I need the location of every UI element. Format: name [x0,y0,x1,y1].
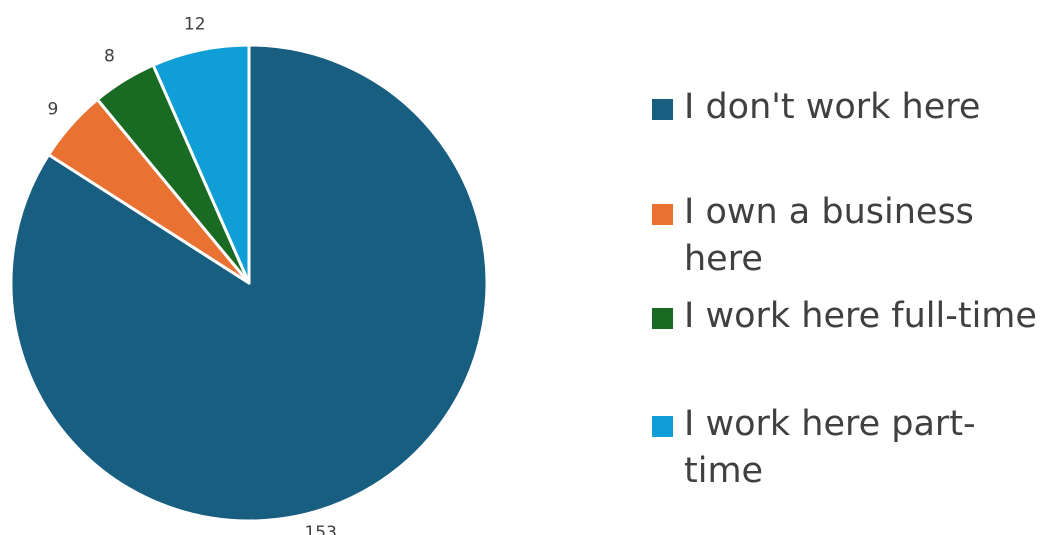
legend-label-part-time: I work here part-time [684,404,976,491]
pie-slices [9,43,489,523]
pie-data-labels: 153 9 8 12 [47,15,336,535]
data-label-1: 9 [47,99,58,119]
legend-label-dont-work-here: I don't work here [684,87,981,127]
legend-item-full-time: I work here full-time [652,293,1037,340]
legend-swatch-own-business [652,204,673,225]
legend-item-part-time: I work here part-time [652,401,984,495]
legend-item-dont-work-here: I don't work here [652,84,980,131]
legend-swatch-dont-work-here [652,99,673,120]
chart-legend: I don't work here I own a business here … [652,0,1058,535]
data-label-0: 153 [304,523,336,535]
legend-swatch-part-time [652,416,673,437]
legend-label-own-business: I own a business here [684,192,974,279]
data-label-2: 8 [104,47,115,67]
legend-label-full-time: I work here full-time [684,296,1037,336]
legend-swatch-full-time [652,308,673,329]
legend-item-own-business: I own a business here [652,189,1014,283]
pie-slice-3 [151,43,251,285]
data-label-3: 12 [184,15,206,35]
